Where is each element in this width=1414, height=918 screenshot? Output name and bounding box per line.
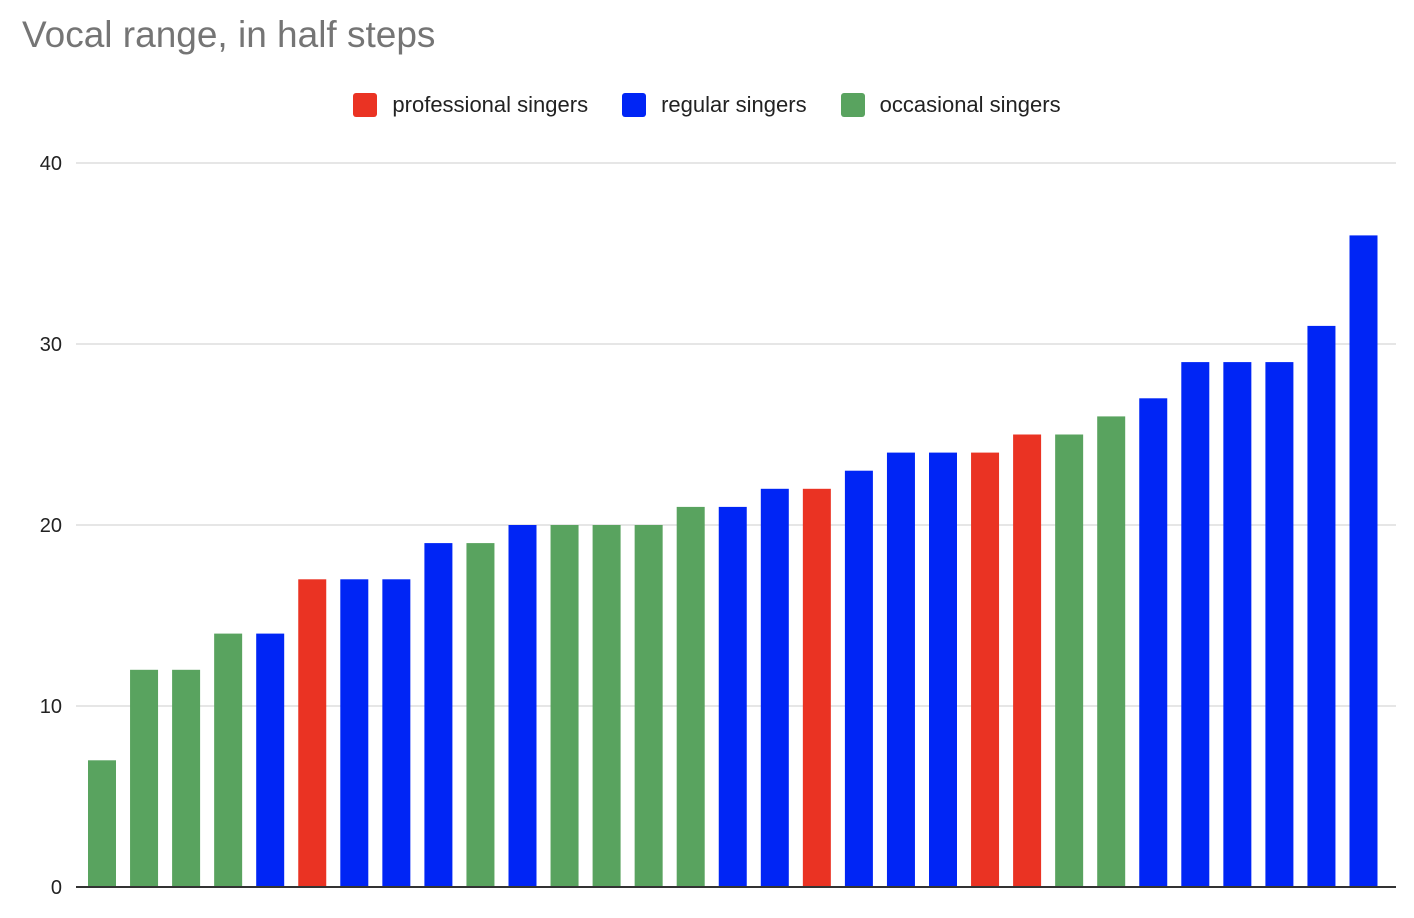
legend-label-regular: regular singers [661,92,807,117]
bar[interactable] [1265,362,1294,888]
bar[interactable] [88,760,116,887]
bar[interactable] [550,525,579,887]
legend-item-occasional[interactable]: occasional singers [840,92,1061,118]
bar[interactable] [508,525,537,887]
bar[interactable] [844,470,873,887]
legend: professional singers regular singers occ… [0,90,1414,120]
y-tick-label: 40 [40,153,62,175]
legend-label-professional: professional singers [392,92,589,117]
bar[interactable] [130,669,159,887]
legend-swatch-occasional [840,93,865,117]
bar[interactable] [802,488,831,887]
y-tick-label: 10 [40,696,62,718]
y-tick-label: 0 [51,877,62,899]
bar[interactable] [929,452,957,887]
bar[interactable] [1307,325,1336,887]
bar[interactable] [382,579,411,887]
bar[interactable] [340,579,369,887]
legend-label-occasional: occasional singers [879,92,1061,117]
bar[interactable] [1013,434,1042,888]
bar[interactable] [172,669,201,887]
bar[interactable] [718,506,747,887]
legend-swatch-regular [622,93,647,117]
bar[interactable] [214,633,243,887]
bar[interactable] [298,579,327,887]
legend-item-regular[interactable]: regular singers [622,92,807,118]
bar[interactable] [1097,416,1126,887]
legend-item-professional[interactable]: professional singers [353,92,588,118]
bar[interactable] [1055,434,1084,888]
bar[interactable] [1349,235,1378,887]
bar[interactable] [886,452,915,887]
bar[interactable] [256,633,285,887]
bar[interactable] [592,525,621,887]
bar[interactable] [760,488,789,887]
bar[interactable] [424,543,453,887]
bar[interactable] [1223,362,1252,888]
bar[interactable] [1139,398,1168,887]
bar[interactable] [676,506,705,887]
y-tick-label: 30 [40,334,62,356]
y-tick-label: 20 [40,515,62,537]
bar[interactable] [466,543,495,887]
bar[interactable] [971,452,1000,887]
legend-swatch-professional [353,93,378,117]
bar[interactable] [1181,362,1210,888]
chart-title: Vocal range, in half steps [22,14,436,55]
bar[interactable] [634,525,663,887]
